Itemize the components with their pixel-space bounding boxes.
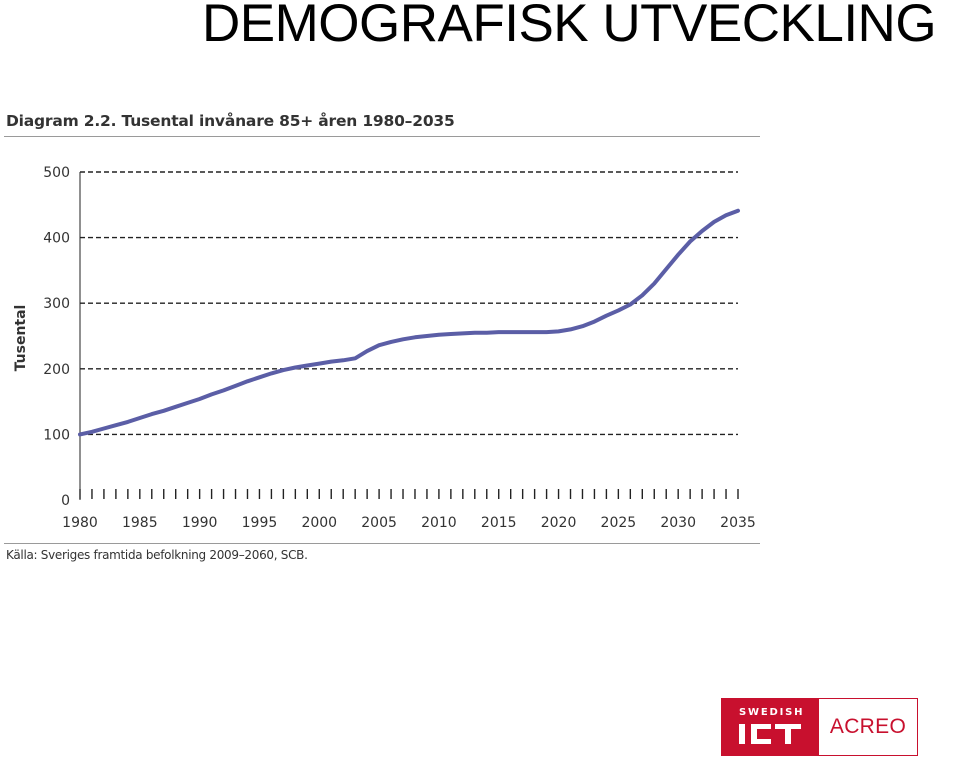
logo-swedish-text: SWEDISH xyxy=(739,707,805,718)
y-tick-label: 100 xyxy=(43,427,70,443)
swedish-ict-logo: SWEDISH xyxy=(722,699,819,755)
x-tick-label: 1985 xyxy=(122,515,158,531)
y-tick-label: 200 xyxy=(43,362,70,378)
line-chart: 0 100 200 300 400 500 1980 1985 1990 1995 2000 2005… xyxy=(13,165,756,531)
acreo-logo-text: ACREO xyxy=(829,715,907,738)
y-tick-label: 500 xyxy=(43,165,70,181)
x-tick-label: 1990 xyxy=(182,515,218,531)
x-tick-label: 2025 xyxy=(601,515,637,531)
x-tick-label: 2020 xyxy=(541,515,577,531)
chart-figure: Diagram 2.2. Tusental invånare 85+ åren … xyxy=(0,100,760,570)
source-rule xyxy=(4,543,760,544)
chart-title: Diagram 2.2. Tusental invånare 85+ åren … xyxy=(6,112,455,130)
swedish-ict-acreo-logo: SWEDISH ACREO xyxy=(721,698,918,756)
x-tick-label: 2015 xyxy=(481,515,517,531)
y-tick-label: 400 xyxy=(43,231,70,247)
y-tick-label: 300 xyxy=(43,296,70,312)
y-axis-label: Tusental xyxy=(13,305,29,372)
x-tick-label: 2030 xyxy=(660,515,696,531)
x-tick-label: 2000 xyxy=(301,515,337,531)
series-line xyxy=(78,208,740,437)
x-tick-label: 1995 xyxy=(242,515,278,531)
x-tick-label: 2035 xyxy=(720,515,756,531)
chart-source: Källa: Sveriges framtida befolkning 2009… xyxy=(6,548,308,562)
y-tick-label: 0 xyxy=(61,493,70,509)
x-tick-label: 2010 xyxy=(421,515,457,531)
x-tick-label: 2005 xyxy=(361,515,397,531)
ict-logo-mark xyxy=(739,724,801,744)
x-tick-label: 1980 xyxy=(62,515,98,531)
slide-title: DEMOGRAFISK UTVECKLING xyxy=(202,0,937,53)
caption-rule xyxy=(4,136,760,137)
